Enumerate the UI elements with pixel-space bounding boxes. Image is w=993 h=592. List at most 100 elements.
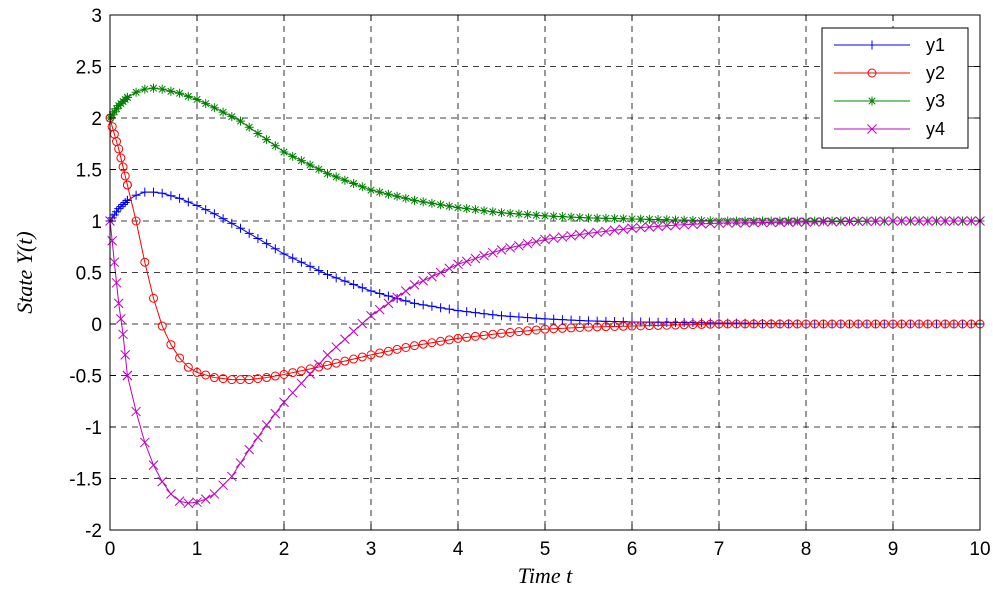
data-point-y4 [931, 216, 942, 226]
data-point-y4 [400, 286, 411, 296]
data-point-y4 [914, 216, 924, 226]
data-point-y2 [575, 323, 585, 333]
data-point-y2 [566, 323, 576, 333]
data-point-y3 [575, 212, 585, 222]
data-point-y2 [905, 319, 915, 329]
data-point-y3 [566, 212, 576, 222]
data-point-y1 [201, 205, 211, 215]
data-point-y3 [236, 116, 245, 126]
data-point-y3 [183, 91, 193, 101]
series-y2 [105, 113, 985, 385]
data-point-y4 [635, 222, 646, 233]
data-point-y2 [618, 321, 628, 331]
data-point-y4 [844, 216, 855, 227]
x-tick-label: 4 [453, 539, 464, 560]
data-point-y2 [288, 368, 298, 378]
data-point-y4 [775, 217, 785, 228]
data-point-y2 [175, 353, 185, 363]
data-point-y3 [584, 213, 593, 223]
data-point-y2 [923, 319, 933, 329]
y-tick-label: 0.5 [76, 264, 102, 285]
data-point-y3 [488, 207, 498, 217]
data-point-y4 [540, 234, 550, 245]
data-point-y4 [940, 216, 951, 226]
data-point-y2 [766, 319, 776, 329]
legend-label: y4 [926, 119, 945, 139]
data-point-y3 [331, 172, 341, 182]
legend: y1 y2 y3 y4 [821, 27, 969, 149]
data-point-y3 [392, 191, 402, 201]
data-point-y4 [714, 218, 724, 228]
data-point-y2 [758, 319, 767, 329]
data-point-y4 [226, 471, 237, 482]
data-point-y3 [175, 88, 185, 98]
data-point-y4 [592, 227, 603, 238]
y-tick-label: 0 [91, 315, 102, 336]
data-point-y4 [111, 277, 122, 288]
data-point-y1 [479, 309, 489, 319]
data-point-y2 [514, 327, 524, 337]
data-point-y2 [357, 352, 367, 362]
data-point-y3 [792, 216, 802, 226]
data-point-y1 [427, 301, 437, 311]
data-point-y3 [107, 110, 117, 120]
data-point-y2 [444, 335, 454, 345]
data-point-y4 [644, 222, 655, 232]
data-point-y4 [296, 378, 307, 389]
data-point-y2 [784, 319, 794, 329]
data-point-y3 [357, 182, 367, 192]
data-point-y4 [435, 267, 446, 278]
data-point-y3 [479, 206, 489, 216]
data-point-y2 [697, 319, 707, 329]
data-point-y2 [592, 322, 602, 332]
legend-marker [867, 40, 877, 50]
data-point-y2 [801, 319, 811, 329]
data-point-y2 [192, 367, 202, 377]
data-point-y4 [862, 216, 872, 227]
data-point-y4 [757, 217, 768, 228]
y-tick-label: -2 [85, 521, 102, 542]
data-point-y2 [120, 171, 130, 181]
data-point-y4 [853, 216, 864, 227]
data-point-y1 [270, 244, 280, 254]
data-point-y2 [453, 333, 463, 343]
data-point-y4 [174, 496, 185, 507]
data-point-y4 [722, 218, 733, 228]
data-point-y2 [392, 344, 402, 354]
data-point-y3 [653, 215, 663, 225]
data-point-y1 [401, 296, 411, 306]
data-point-y2 [236, 375, 245, 385]
data-point-y1 [470, 308, 480, 318]
data-point-y2 [279, 369, 289, 379]
x-tick-label: 0 [105, 539, 116, 560]
data-point-y3 [323, 169, 332, 179]
data-point-y4 [888, 216, 898, 226]
data-point-y4 [879, 216, 890, 226]
data-point-y4 [696, 219, 707, 229]
data-point-y2 [410, 341, 419, 351]
data-point-y3 [540, 211, 550, 221]
data-point-y4 [107, 235, 118, 246]
data-point-y4 [783, 217, 794, 228]
data-point-y4 [461, 256, 472, 267]
data-point-y3 [227, 112, 237, 122]
data-point-y2 [949, 319, 959, 329]
data-point-y4 [818, 216, 829, 227]
data-point-y2 [122, 180, 132, 190]
data-point-y3 [784, 216, 794, 226]
data-point-y2 [427, 338, 437, 348]
data-point-y3 [366, 185, 376, 195]
data-point-y1 [157, 188, 167, 198]
series-y4 [105, 216, 985, 509]
data-point-y4 [574, 229, 585, 240]
data-point-y1 [296, 257, 306, 267]
data-point-y4 [496, 244, 507, 255]
data-point-y1 [166, 191, 176, 201]
data-point-y2 [958, 319, 968, 329]
data-point-y4 [766, 217, 777, 228]
data-point-y1 [349, 279, 359, 289]
legend-item-y4: y4 [834, 119, 945, 139]
data-point-y3 [375, 187, 385, 197]
legend-label: y1 [926, 35, 945, 55]
data-point-y4 [348, 326, 359, 337]
